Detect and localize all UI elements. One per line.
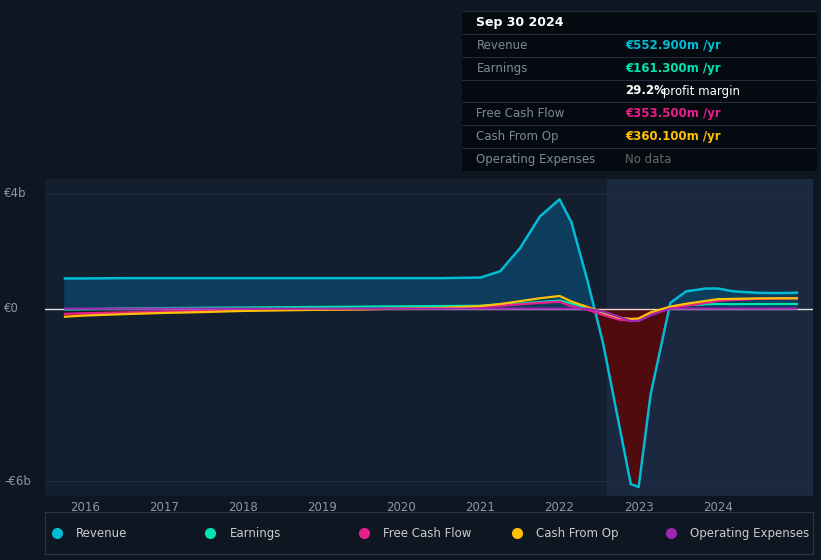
Text: Earnings: Earnings [476,62,528,74]
Text: €161.300m /yr: €161.300m /yr [626,62,721,74]
Text: €353.500m /yr: €353.500m /yr [626,108,721,120]
Text: €0: €0 [4,302,19,315]
Text: Operating Expenses: Operating Expenses [690,527,810,540]
Text: Sep 30 2024: Sep 30 2024 [476,16,564,29]
Text: Cash From Op: Cash From Op [536,527,619,540]
Text: -€6b: -€6b [4,475,31,488]
Text: Earnings: Earnings [229,527,281,540]
Text: Free Cash Flow: Free Cash Flow [476,108,565,120]
Text: profit margin: profit margin [659,85,740,97]
Text: 29.2%: 29.2% [626,85,667,97]
Text: Revenue: Revenue [76,527,127,540]
Bar [607,179,821,496]
Text: Cash From Op: Cash From Op [476,130,559,143]
Text: Operating Expenses: Operating Expenses [476,153,596,166]
Text: €552.900m /yr: €552.900m /yr [626,39,721,52]
Text: Revenue: Revenue [476,39,528,52]
Text: No data: No data [626,153,672,166]
Text: Free Cash Flow: Free Cash Flow [383,527,471,540]
Text: €360.100m /yr: €360.100m /yr [626,130,721,143]
Text: €4b: €4b [4,187,26,200]
